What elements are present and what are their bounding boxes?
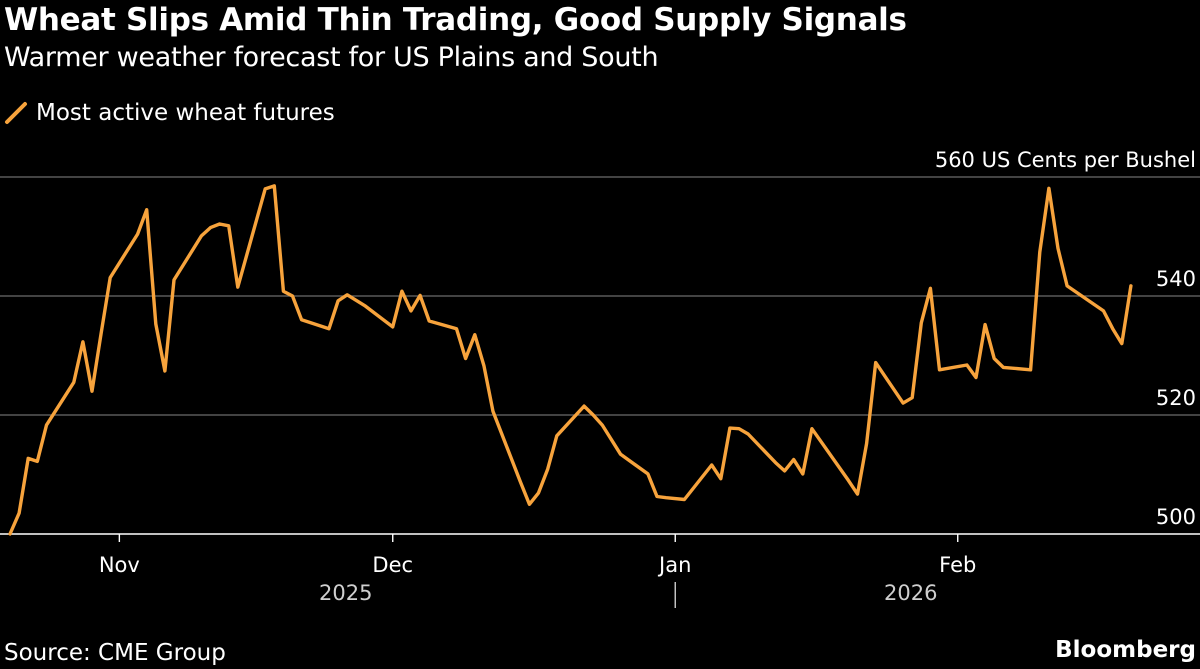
legend-swatch-icon [5, 102, 27, 124]
legend-label: Most active wheat futures [36, 100, 335, 126]
y-tick-label-500: 500 [1156, 505, 1196, 529]
brand-logo: Bloomberg [1055, 637, 1196, 663]
y-tick-label-540: 540 [1156, 267, 1196, 291]
legend-swatch-stroke [5, 102, 27, 124]
y-tick-label-520: 520 [1156, 386, 1196, 410]
unit-label: 560 US Cents per Bushel [935, 148, 1196, 172]
chart-title: Wheat Slips Amid Thin Trading, Good Supp… [4, 2, 907, 38]
source-note: Source: CME Group [4, 640, 226, 666]
chart-subtitle: Warmer weather forecast for US Plains an… [4, 42, 659, 73]
x-tick-label-nov: Nov [99, 553, 140, 577]
legend: Most active wheat futures [4, 98, 335, 128]
x-tick-label-dec: Dec [372, 553, 413, 577]
series-line-wheat-futures [8, 184, 1133, 536]
year-label-2025: 2025 [319, 581, 372, 605]
year-label-2026: 2026 [884, 581, 937, 605]
x-tick-label-feb: Feb [939, 553, 976, 577]
x-tick-label-jan: Jan [657, 553, 691, 577]
